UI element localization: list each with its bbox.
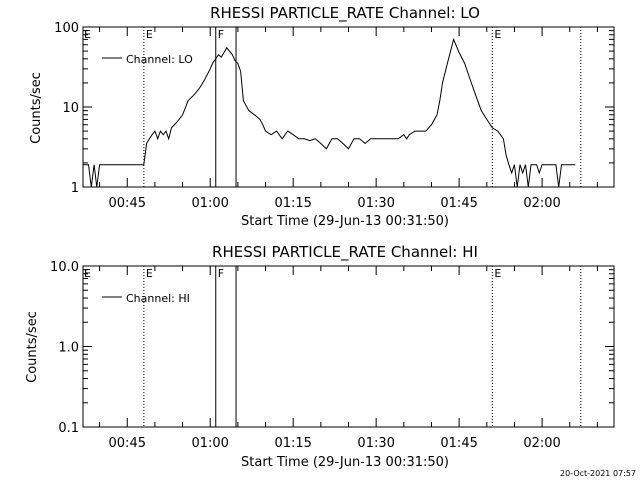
x-axis-label-hi: Start Time (29-Jun-13 00:31:50) (241, 455, 449, 470)
legend-label-hi: Channel: HI (126, 292, 190, 305)
event-marker-label-lo-1: F (218, 28, 224, 41)
y-axis-label-hi: Counts/sec (25, 311, 40, 383)
event-marker-label-hi-0: E (146, 267, 153, 280)
generation-timestamp: 20-Oct-2021 07:57 (560, 469, 636, 478)
series-line-lo-0 (83, 37, 576, 188)
x-tick-label-hi: 01:30 (357, 436, 394, 451)
plot-frame-hi (82, 265, 615, 428)
y-tick-label-hi: 1.0 (58, 341, 79, 356)
panel-hi: RHESSI PARTICLE_RATE Channel: HI Start T… (25, 243, 615, 470)
edge-marker-label-hi: E (84, 267, 91, 280)
panel-title-hi: RHESSI PARTICLE_RATE Channel: HI (212, 243, 478, 262)
event-marker-label-hi-3: E (494, 267, 501, 280)
x-tick-label-lo: 02:00 (523, 196, 560, 211)
y-axis-label-lo: Counts/sec (29, 72, 44, 144)
x-tick-label-lo: 01:45 (440, 196, 477, 211)
event-marker-label-lo-0: E (146, 28, 153, 41)
x-tick-label-lo: 00:45 (109, 196, 146, 211)
x-axis-label-lo: Start Time (29-Jun-13 00:31:50) (241, 214, 449, 229)
x-tick-label-hi: 00:45 (109, 436, 146, 451)
y-tick-label-lo: 1 (71, 181, 79, 196)
y-tick-label-lo: 10 (62, 101, 79, 116)
plot-frame-lo (82, 26, 615, 188)
x-tick-label-lo: 01:00 (191, 196, 228, 211)
panel-lo: RHESSI PARTICLE_RATE Channel: LO Start T… (29, 4, 615, 229)
x-tick-label-lo: 01:30 (357, 196, 394, 211)
x-tick-label-hi: 02:00 (523, 436, 560, 451)
y-tick-label-hi: 0.1 (58, 421, 79, 436)
x-tick-label-hi: 01:45 (440, 436, 477, 451)
y-tick-label-lo: 100 (54, 21, 79, 36)
legend-label-lo: Channel: LO (126, 53, 193, 66)
x-tick-label-lo: 01:15 (274, 196, 311, 211)
y-tick-label-hi: 10.0 (50, 260, 79, 275)
edge-marker-label-lo: E (84, 28, 91, 41)
event-marker-label-lo-3: E (494, 28, 501, 41)
event-marker-label-hi-1: F (218, 267, 224, 280)
x-tick-label-hi: 01:00 (191, 436, 228, 451)
panel-title-lo: RHESSI PARTICLE_RATE Channel: LO (210, 4, 480, 23)
x-tick-label-hi: 01:15 (274, 436, 311, 451)
